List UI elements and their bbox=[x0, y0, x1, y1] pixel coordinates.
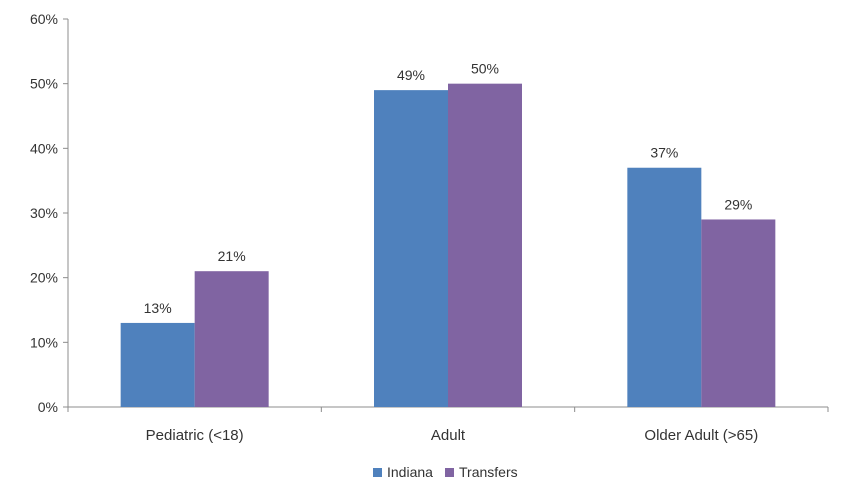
x-tick-label: Older Adult (>65) bbox=[644, 427, 758, 444]
bar-transfers bbox=[448, 83, 522, 408]
y-tick-label: 50% bbox=[30, 76, 58, 92]
bar-indiana bbox=[374, 90, 448, 407]
data-label: 37% bbox=[650, 145, 678, 161]
x-tick-label: Adult bbox=[431, 427, 466, 444]
y-axis: 0% 10% 20% 30% 40% 50% 60% bbox=[30, 11, 69, 415]
bars bbox=[120, 83, 776, 408]
data-label: 50% bbox=[471, 61, 499, 77]
bar-indiana bbox=[627, 167, 702, 407]
x-axis: Pediatric (<18) Adult Older Adult (>65) bbox=[67, 406, 829, 444]
bar-transfers bbox=[194, 271, 269, 407]
legend-label-transfers: Transfers bbox=[459, 464, 518, 480]
legend-label-indiana: Indiana bbox=[387, 464, 433, 480]
y-tick-label: 10% bbox=[30, 334, 58, 350]
y-tick-label: 20% bbox=[30, 270, 58, 286]
bar-transfers bbox=[701, 219, 776, 407]
data-label: 49% bbox=[397, 67, 425, 83]
x-tick-label: Pediatric (<18) bbox=[146, 427, 244, 444]
data-label: 21% bbox=[218, 248, 246, 264]
data-label: 29% bbox=[724, 196, 752, 212]
legend-swatch-indiana bbox=[373, 468, 382, 477]
y-tick-label: 60% bbox=[30, 11, 58, 27]
y-tick-label: 40% bbox=[30, 140, 58, 156]
bar-indiana bbox=[120, 322, 195, 407]
data-labels: 13% 21% 49% 50% 37% 29% bbox=[144, 61, 753, 316]
legend-swatch-transfers bbox=[445, 468, 454, 477]
legend: Indiana Transfers bbox=[373, 464, 518, 480]
y-tick-label: 30% bbox=[30, 205, 58, 221]
data-label: 13% bbox=[144, 300, 172, 316]
y-tick-label: 0% bbox=[38, 399, 58, 415]
